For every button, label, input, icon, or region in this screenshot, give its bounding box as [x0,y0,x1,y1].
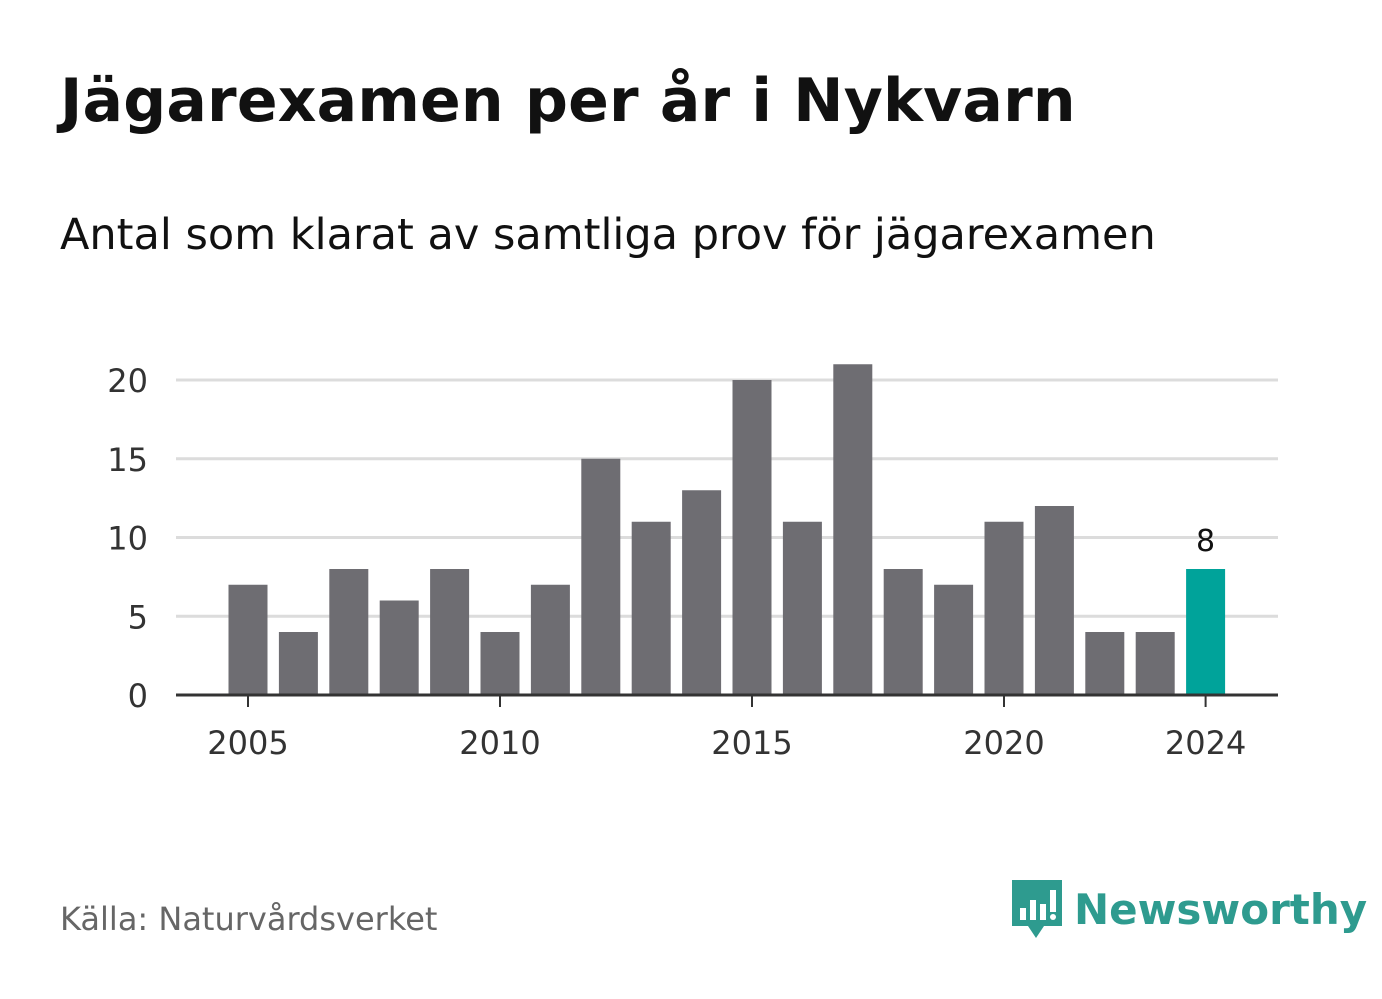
bar-2020 [984,521,1024,695]
source-note: Källa: Naturvårdsverket [60,900,438,938]
bar-2019 [934,584,974,695]
y-tick-label: 15 [107,441,148,479]
y-tick-label: 0 [128,677,148,715]
x-tick-label: 2020 [963,724,1044,762]
bar-2007 [329,569,369,695]
bar-2006 [278,632,318,695]
newsworthy-logo-icon [1012,880,1062,938]
bar-2011 [530,584,570,695]
bar-2018 [883,569,923,695]
bar-2013 [631,521,671,695]
chart-title: Jägarexamen per år i Nykvarn [60,66,1076,136]
brand-name: Newsworthy [1074,884,1368,934]
bar-2017 [833,364,873,695]
y-tick-label: 20 [107,362,148,400]
bar-2009 [430,569,470,695]
bar-2012 [581,458,621,695]
x-tick-label: 2024 [1165,724,1246,762]
bars [228,364,1226,695]
labels: 0 5 10 15 20 2005 2010 2015 2020 2024 8 [107,362,1246,762]
bar-2005 [228,584,268,695]
y-tick-label: 5 [128,598,148,636]
bar-2010 [480,632,520,695]
brand-logo: Newsworthy [1010,878,1367,940]
data-label: 8 [1196,524,1215,559]
y-tick-label: 10 [107,520,148,558]
bar-2024 [1186,569,1226,695]
bar-2008 [379,600,419,695]
axes [176,693,1278,707]
x-tick-label: 2010 [459,724,540,762]
x-tick-label: 2005 [207,724,288,762]
bar-2016 [782,521,822,695]
chart-subtitle: Antal som klarat av samtliga prov för jä… [60,210,1156,260]
bar-2015 [732,380,772,695]
bar-2014 [682,490,722,695]
bar-2022 [1085,632,1125,695]
bar-2021 [1034,506,1074,695]
x-tick-label: 2015 [711,724,792,762]
bar-2023 [1135,632,1175,695]
